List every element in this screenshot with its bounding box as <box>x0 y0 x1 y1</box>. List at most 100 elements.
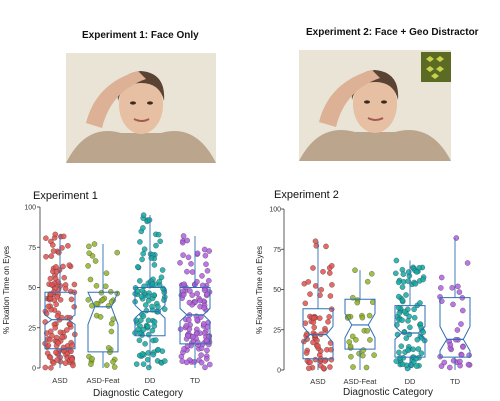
data-point <box>460 307 466 314</box>
data-point <box>183 322 190 329</box>
data-point <box>405 278 411 284</box>
data-point <box>143 302 149 308</box>
y-tick-label: 100 <box>269 207 281 214</box>
data-point <box>447 364 453 371</box>
data-point <box>413 269 420 275</box>
data-point <box>145 331 152 338</box>
data-point <box>139 256 145 263</box>
box <box>179 287 211 345</box>
data-point <box>396 349 402 356</box>
data-point <box>143 307 150 314</box>
data-point <box>86 243 92 250</box>
data-point <box>133 361 140 367</box>
data-point <box>416 265 422 271</box>
data-point <box>50 242 56 248</box>
data-point <box>47 275 54 282</box>
box <box>302 308 334 360</box>
box <box>44 291 76 350</box>
data-point <box>155 303 161 310</box>
y-tick-label: 25 <box>28 325 36 332</box>
data-point <box>327 364 333 370</box>
category-label: ASD <box>310 377 326 386</box>
data-point <box>135 264 141 270</box>
category-label: ASD-Feat <box>344 377 378 386</box>
data-point <box>61 274 67 281</box>
data-point <box>185 254 192 261</box>
data-point <box>329 282 335 288</box>
x-axis-label: Diagnostic Category <box>343 387 433 398</box>
geometric-distractor-icon <box>421 52 451 82</box>
data-point <box>146 364 152 371</box>
data-point <box>454 327 461 333</box>
data-point <box>146 217 153 223</box>
data-point <box>360 352 366 359</box>
data-point <box>438 285 444 291</box>
data-point <box>49 282 55 288</box>
data-point <box>204 268 211 274</box>
data-point <box>363 364 370 371</box>
data-point <box>310 265 316 271</box>
data-point <box>353 337 359 343</box>
data-point <box>48 365 54 371</box>
data-point <box>417 300 423 306</box>
data-point <box>460 344 466 350</box>
data-point <box>201 287 208 293</box>
data-point <box>457 358 463 365</box>
data-point <box>179 358 186 364</box>
data-point <box>139 351 146 357</box>
data-point <box>142 341 148 347</box>
data-point <box>97 314 104 320</box>
data-point <box>394 331 401 338</box>
data-point <box>403 292 409 298</box>
data-point <box>307 359 313 365</box>
data-point <box>304 336 310 342</box>
data-point <box>151 292 157 298</box>
data-point <box>151 262 158 268</box>
data-point <box>153 242 159 249</box>
data-point <box>393 257 400 264</box>
data-point <box>420 329 426 335</box>
data-point <box>47 354 54 361</box>
data-point <box>159 267 166 273</box>
y-tick-label: 50 <box>28 285 36 292</box>
data-point <box>69 342 76 349</box>
data-point <box>399 266 406 273</box>
data-point <box>312 356 319 363</box>
data-point <box>53 301 59 308</box>
category-label: ASD <box>52 376 68 385</box>
data-point <box>318 286 324 293</box>
data-point <box>204 356 210 362</box>
data-point <box>206 248 212 254</box>
data-point <box>161 306 168 312</box>
data-point <box>302 320 309 326</box>
category-label: DD <box>405 377 416 386</box>
data-point <box>366 312 373 319</box>
data-point <box>456 289 463 295</box>
data-point <box>64 327 70 333</box>
data-point <box>194 290 200 297</box>
data-point <box>46 337 53 343</box>
data-point <box>414 336 421 343</box>
data-point <box>53 349 59 356</box>
data-point <box>199 273 205 279</box>
data-point <box>401 308 408 315</box>
data-point <box>190 333 196 340</box>
data-point <box>312 283 319 289</box>
data-point <box>140 212 147 218</box>
data-point <box>151 319 158 325</box>
data-point <box>352 267 358 273</box>
data-point <box>438 274 445 281</box>
data-point <box>207 361 213 368</box>
data-point <box>395 279 402 286</box>
data-point <box>136 337 143 344</box>
data-point <box>411 314 418 321</box>
data-point <box>114 249 120 256</box>
data-point <box>137 278 143 284</box>
data-point <box>53 264 59 270</box>
data-point <box>354 299 361 306</box>
data-point <box>453 235 460 241</box>
data-point <box>184 268 190 275</box>
data-point <box>110 359 116 365</box>
data-point <box>185 332 192 339</box>
